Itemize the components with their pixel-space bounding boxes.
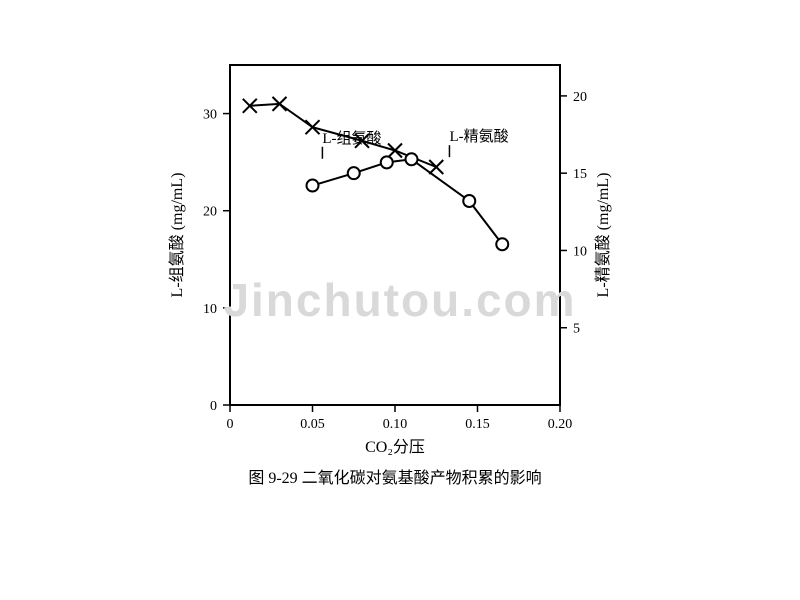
x-tick-label: 0: [227, 417, 234, 432]
yl-tick-label: 30: [203, 108, 217, 123]
x-tick-label: 0.20: [548, 417, 573, 432]
yl-tick-label: 0: [210, 399, 217, 414]
marker-circle: [381, 156, 393, 168]
series-label: L-组氨酸: [322, 130, 381, 147]
yl-tick-label: 10: [203, 302, 217, 317]
chart-container: 0 0.05 0.10 0.15 0.20 CO₂分压 0 10 20 30 L-组氨酸 (mg/m…: [160, 45, 620, 505]
yl-axis-label: L-组氨酸 (mg/mL): [168, 173, 186, 298]
marker-circle: [496, 238, 508, 250]
marker-circle: [406, 153, 418, 165]
chart-svg: 0 0.05 0.10 0.15 0.20 CO₂分压 0 10 20 30 L-组氨酸 (mg/m…: [160, 45, 620, 505]
yr-tick-label: 5: [573, 322, 580, 337]
yr-tick-label: 15: [573, 167, 587, 182]
yl-tick-label: 20: [203, 205, 217, 220]
yr-tick-label: 10: [573, 244, 587, 259]
marker-circle: [463, 195, 475, 207]
marker-circle: [307, 180, 319, 192]
x-tick-label: 0.10: [383, 417, 408, 432]
x-tick-label: 0.05: [300, 417, 325, 432]
marker-circle: [348, 167, 360, 179]
series-label: L-精氨酸: [449, 128, 508, 145]
x-tick-label: 0.15: [465, 417, 490, 432]
yr-axis-label: L-精氨酸 (mg/mL): [594, 173, 612, 298]
yr-tick-label: 20: [573, 90, 587, 105]
x-axis-label: CO₂分压: [365, 438, 425, 456]
figure-caption: 图 9-29 二氧化碳对氨基酸产物积累的影响: [248, 469, 541, 487]
